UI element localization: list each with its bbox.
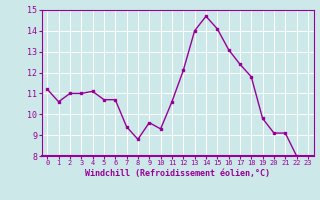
X-axis label: Windchill (Refroidissement éolien,°C): Windchill (Refroidissement éolien,°C): [85, 169, 270, 178]
